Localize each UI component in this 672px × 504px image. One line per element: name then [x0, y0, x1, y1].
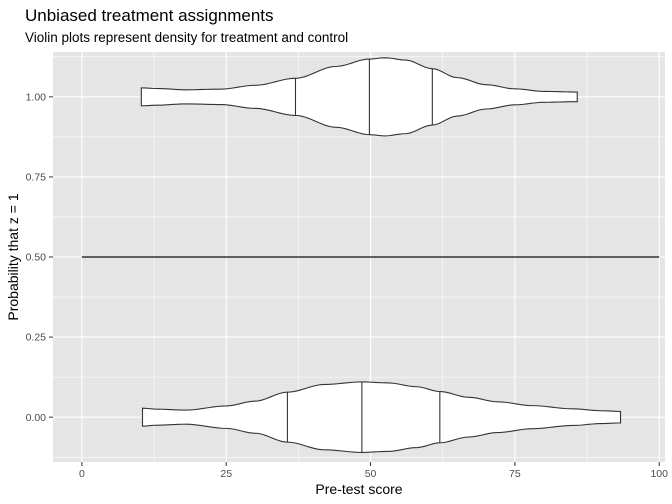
y-axis-title: Probability that z = 1: [5, 193, 21, 320]
y-tick-label: 0.75: [26, 172, 47, 184]
y-tick-label: 0.50: [26, 252, 47, 264]
x-axis-title: Pre-test score: [315, 481, 402, 497]
x-tick-label: 0: [79, 468, 85, 480]
violin-shape: [141, 381, 622, 453]
x-tick-label: 25: [220, 468, 232, 480]
violin-1: [141, 381, 622, 453]
x-tick-label: 50: [365, 468, 377, 480]
violin-shape: [140, 57, 578, 137]
x-axis: 0 25 50 75 100: [79, 462, 668, 480]
chart-title: Unbiased treatment assignments: [25, 6, 274, 25]
y-tick-label: 0.00: [26, 412, 47, 424]
y-tick-label: 0.25: [26, 332, 47, 344]
y-tick-label: 1.00: [26, 91, 47, 103]
chart-subtitle: Violin plots represent density for treat…: [25, 30, 348, 45]
violin-0: [140, 57, 578, 137]
x-tick-label: 75: [509, 468, 521, 480]
y-axis: 0.00 0.25 0.50 0.75 1.00: [26, 91, 53, 424]
x-tick-label: 100: [650, 468, 668, 480]
violins: [140, 57, 622, 453]
